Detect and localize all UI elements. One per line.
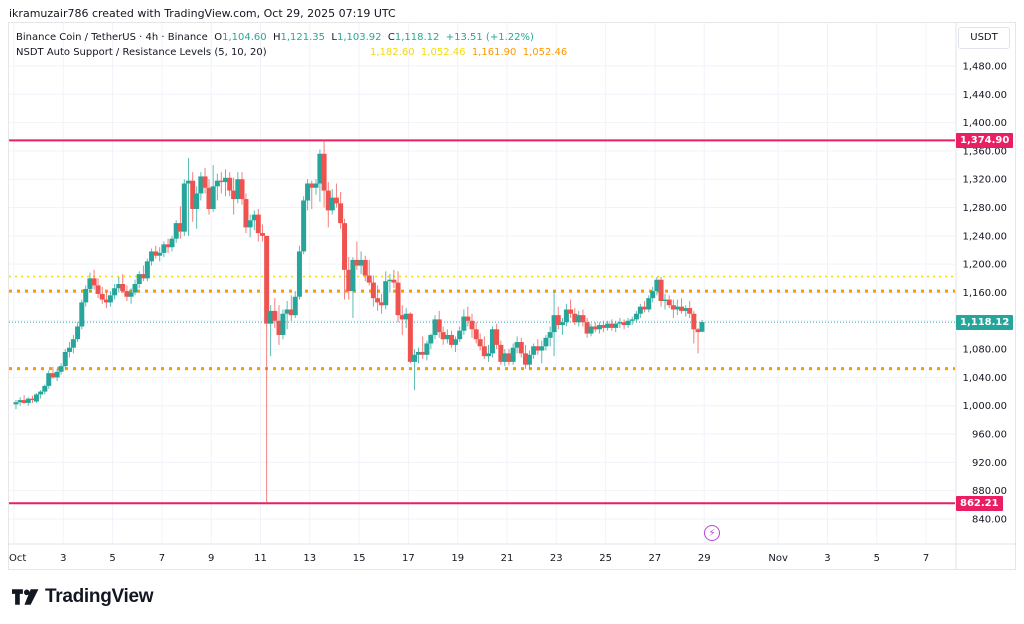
lightning-icon: ⚡ xyxy=(708,527,716,539)
svg-text:1,320.00: 1,320.00 xyxy=(962,175,1007,186)
svg-text:960.00: 960.00 xyxy=(972,430,1007,441)
svg-text:21: 21 xyxy=(501,553,514,564)
symbol-legend-row: Binance Coin / TetherUS · 4h · Binance O… xyxy=(16,30,567,45)
indicator-value-2: 1,052.46 xyxy=(420,47,466,58)
chart-frame xyxy=(8,22,1016,570)
high-label: H xyxy=(272,32,281,43)
svg-text:5: 5 xyxy=(109,553,115,564)
indicator-title[interactable]: NSDT Auto Support / Resistance Levels (5… xyxy=(16,47,267,58)
svg-text:5: 5 xyxy=(874,553,880,564)
svg-text:11: 11 xyxy=(254,553,267,564)
svg-text:17: 17 xyxy=(402,553,415,564)
price-tag: 1,374.90 xyxy=(956,132,1014,148)
indicator-value-1: 1,182.60 xyxy=(370,47,415,58)
svg-text:7: 7 xyxy=(159,553,165,564)
horizontal-levels xyxy=(9,139,955,505)
high-value: 1,121.35 xyxy=(280,32,326,43)
flash-event-icon[interactable]: ⚡ xyxy=(704,525,720,541)
svg-text:1,360.00: 1,360.00 xyxy=(962,146,1007,157)
svg-text:1,240.00: 1,240.00 xyxy=(962,231,1007,242)
svg-text:1,280.00: 1,280.00 xyxy=(962,203,1007,214)
open-label: O xyxy=(214,32,223,43)
candles xyxy=(13,139,705,504)
svg-text:27: 27 xyxy=(649,553,662,564)
svg-text:3: 3 xyxy=(824,553,830,564)
svg-text:840.00: 840.00 xyxy=(972,514,1007,525)
time-axis[interactable]: Oct 3 5 7 9 11 13 15 17 19 21 23 25 27 29 Nov 3 5 7 xyxy=(9,553,929,564)
svg-text:1,040.00: 1,040.00 xyxy=(962,373,1007,384)
svg-text:1,480.00: 1,480.00 xyxy=(962,62,1007,73)
low-value: 1,103.92 xyxy=(336,32,382,43)
price-axis[interactable]: 1,480.00 1,440.00 1,400.00 1,360.00 1,320.00… xyxy=(962,62,1007,526)
svg-text:1,080.00: 1,080.00 xyxy=(962,345,1007,356)
chart-credit: ikramuzair786 created with TradingView.c… xyxy=(9,7,396,20)
tradingview-logo-icon xyxy=(12,589,39,605)
svg-text:Oct: Oct xyxy=(9,553,26,564)
svg-text:880.00: 880.00 xyxy=(972,486,1007,497)
svg-text:1,440.00: 1,440.00 xyxy=(962,90,1007,101)
indicator-value-3: 1,161.90 xyxy=(471,47,517,58)
currency-button[interactable]: USDT xyxy=(958,27,1010,49)
close-value: 1,118.12 xyxy=(394,32,440,43)
symbol-title[interactable]: Binance Coin / TetherUS · 4h · Binance xyxy=(16,32,208,43)
svg-text:1,000.00: 1,000.00 xyxy=(962,401,1007,412)
svg-text:1,160.00: 1,160.00 xyxy=(962,288,1007,299)
svg-text:9: 9 xyxy=(208,553,214,564)
svg-text:7: 7 xyxy=(923,553,929,564)
chart-legend: Binance Coin / TetherUS · 4h · Binance O… xyxy=(16,30,567,60)
svg-text:3: 3 xyxy=(60,553,66,564)
svg-text:13: 13 xyxy=(303,553,316,564)
price-tag: 1,118.12 xyxy=(956,314,1014,330)
svg-text:920.00: 920.00 xyxy=(972,458,1007,469)
svg-text:1,200.00: 1,200.00 xyxy=(962,260,1007,271)
price-tag: 862.21 xyxy=(956,495,1003,511)
open-value: 1,104.60 xyxy=(222,32,267,43)
indicator-value-4: 1,052.46 xyxy=(522,47,568,58)
low-label: L xyxy=(331,32,337,43)
change-value: +13.51 (+1.22%) xyxy=(445,32,534,43)
svg-text:15: 15 xyxy=(353,553,366,564)
svg-text:1,400.00: 1,400.00 xyxy=(962,118,1007,129)
indicator-legend-row: NSDT Auto Support / Resistance Levels (5… xyxy=(16,45,567,60)
svg-text:19: 19 xyxy=(451,553,464,564)
grid-lines xyxy=(8,22,1016,570)
close-label: C xyxy=(387,32,395,43)
svg-text:Nov: Nov xyxy=(768,553,788,564)
svg-text:25: 25 xyxy=(599,553,612,564)
tradingview-logo: TradingView xyxy=(12,586,154,608)
svg-text:29: 29 xyxy=(698,553,711,564)
logo-text: TradingView xyxy=(45,586,154,607)
svg-text:23: 23 xyxy=(550,553,563,564)
